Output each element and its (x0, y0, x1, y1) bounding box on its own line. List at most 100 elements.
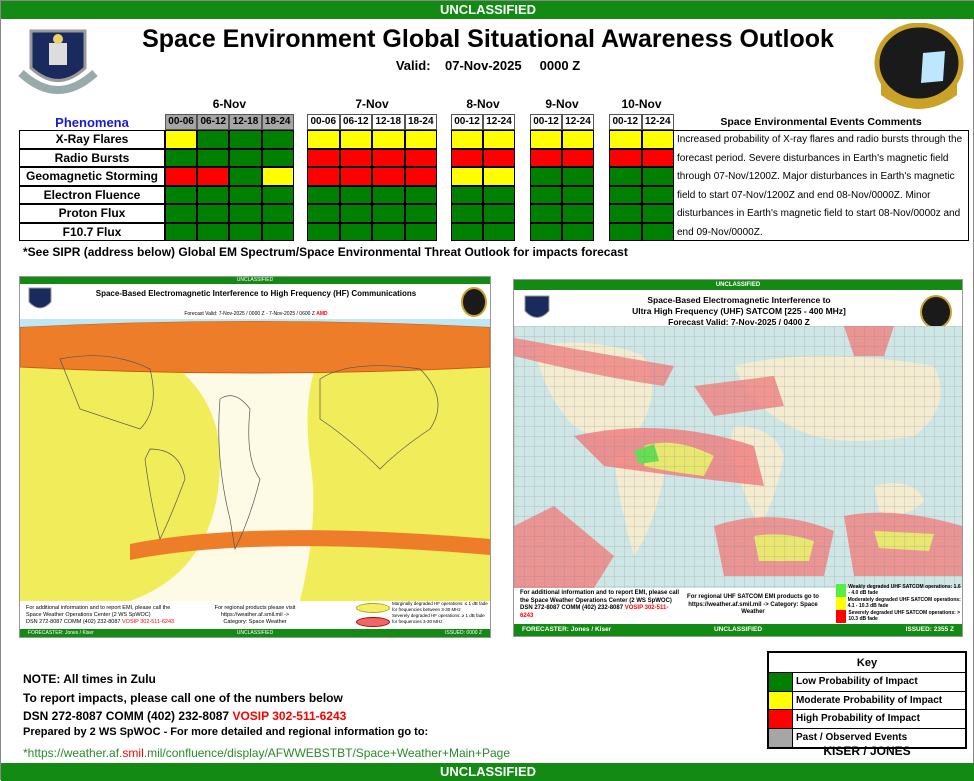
status-cell (483, 167, 515, 186)
valid-time: Valid: 07-Nov-2025 0000 Z (395, 58, 581, 73)
status-cell (562, 167, 594, 186)
status-cell (372, 204, 405, 223)
status-cell (229, 167, 262, 186)
key-label: Past / Observed Events (796, 732, 908, 744)
day-label: 8-Nov (466, 97, 500, 111)
period-header: 12-18 (229, 114, 262, 130)
comments-text: Increased probability of X-ray flares an… (673, 130, 969, 241)
key-swatch (769, 691, 793, 709)
status-cell (451, 185, 483, 204)
status-cell (451, 130, 483, 149)
key-swatch (769, 673, 793, 691)
status-cell (307, 185, 340, 204)
uhf-legend-item: Severely degraded UHF SATCOM operations:… (836, 610, 962, 623)
status-cell (339, 167, 372, 186)
hf-legend-severe-swatch (356, 617, 390, 627)
status-cell (562, 130, 594, 149)
day-label: 6-Nov (212, 97, 247, 111)
uhf-info: For additional information and to report… (520, 590, 680, 619)
uhf-legend-swatch (836, 584, 847, 597)
uhf-legend-item: Weakly degraded UHF SATCOM operations: 1… (836, 584, 962, 597)
status-cell (165, 148, 198, 167)
status-cell (609, 167, 642, 186)
period-header: 00-06 (307, 114, 340, 130)
status-cell (197, 130, 230, 149)
phenomenon-label: F10.7 Flux (19, 222, 165, 241)
period-header: 00-12 (609, 114, 642, 130)
hf-map-title: Space-Based Electromagnetic Interference… (95, 289, 417, 298)
key-swatch (769, 728, 793, 747)
hf-forecast-valid: Forecast Valid: 7-Nov-2025 / 0000 Z - 7-… (184, 311, 328, 317)
classification-banner-top: UNCLASSIFIED (1, 1, 974, 19)
status-cell (307, 167, 340, 186)
key-label: High Probability of Impact (796, 713, 920, 725)
status-cell (307, 204, 340, 223)
status-cell (483, 185, 515, 204)
status-cell (261, 185, 294, 204)
status-cell (641, 148, 674, 167)
status-cell (404, 222, 437, 241)
status-cell (372, 148, 405, 167)
status-cell (483, 148, 515, 167)
hf-info: For additional information and to report… (26, 605, 175, 625)
period-header: 00-06 (165, 114, 198, 130)
status-cell (483, 130, 515, 149)
key-label: Low Probability of Impact (796, 676, 918, 688)
status-cell (530, 148, 562, 167)
key-legend: Key Low Probability of Impact Moderate Pro… (767, 651, 967, 749)
status-cell (404, 130, 437, 149)
phenomenon-label: Electron Fluence (19, 185, 165, 204)
uhf-regional: For regional UHF SATCOM EMI products go … (687, 594, 819, 615)
status-cell (197, 148, 230, 167)
status-cell (229, 130, 262, 149)
status-cell (530, 130, 562, 149)
weather-squadron-logo (874, 23, 964, 109)
note-report: To report impacts, please call one of th… (23, 691, 343, 705)
uhf-map-title: Space-Based Electromagnetic Interference… (632, 295, 846, 327)
phenomenon-label: Proton Flux (19, 204, 165, 223)
status-cell (339, 130, 372, 149)
phenomenon-label: X-Ray Flares (19, 130, 165, 149)
status-cell (562, 204, 594, 223)
status-cell (404, 148, 437, 167)
status-cell (197, 204, 230, 223)
status-cell (261, 204, 294, 223)
status-cell (372, 130, 405, 149)
status-cell (165, 204, 198, 223)
hf-map-panel: UNCLASSIFIED Space-Based Electromagnetic… (19, 276, 491, 638)
status-cell (165, 167, 198, 186)
status-cell (339, 222, 372, 241)
status-cell (451, 148, 483, 167)
wing-emblem-logo (18, 29, 98, 94)
status-cell (229, 185, 262, 204)
uhf-legend-label: Weakly degraded UHF SATCOM operations: 1… (848, 584, 961, 596)
status-cell (609, 204, 642, 223)
uhf-map-panel: UNCLASSIFIED Space-Based Electromagnetic… (513, 279, 963, 637)
status-cell (404, 185, 437, 204)
status-cell (307, 130, 340, 149)
status-cell (451, 204, 483, 223)
status-cell (197, 167, 230, 186)
status-cell (641, 185, 674, 204)
status-cell (307, 148, 340, 167)
status-cell (165, 222, 198, 241)
period-header: 12-18 (372, 114, 405, 130)
key-title: Key (769, 653, 965, 673)
day-label: 7-Nov (355, 97, 389, 111)
sipr-link[interactable]: *https://weather.af.smil.mil/confluence/… (23, 746, 511, 760)
status-cell (229, 222, 262, 241)
status-cell (562, 222, 594, 241)
uhf-world-map (514, 326, 962, 588)
forecasters: KISER / JONES (823, 744, 911, 758)
hf-legend-marginal-swatch (356, 603, 390, 613)
status-cell (307, 222, 340, 241)
uhf-classification: UNCLASSIFIED (514, 280, 962, 290)
period-header: 06-12 (197, 114, 230, 130)
status-cell (197, 185, 230, 204)
status-cell (530, 167, 562, 186)
status-cell (641, 130, 674, 149)
comments-title: Space Environmental Events Comments (720, 116, 922, 128)
status-cell (372, 222, 405, 241)
status-cell (609, 130, 642, 149)
status-cell (530, 185, 562, 204)
